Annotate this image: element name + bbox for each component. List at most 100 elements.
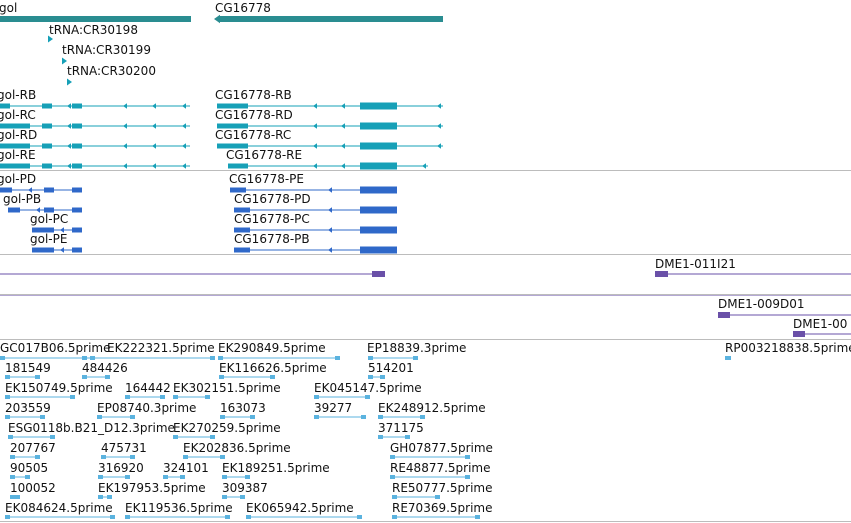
est-label[interactable]: EK222321.5prime bbox=[107, 341, 215, 355]
est-end[interactable] bbox=[70, 395, 75, 399]
transcript-strand-arrow[interactable] bbox=[313, 123, 317, 129]
est-label[interactable]: 90505 bbox=[10, 461, 49, 475]
clone-box[interactable] bbox=[372, 271, 385, 277]
protein-label[interactable]: CG16778-PB bbox=[234, 232, 310, 246]
est-end[interactable] bbox=[361, 415, 366, 419]
est-label[interactable]: EK116626.5prime bbox=[219, 361, 327, 375]
est-end[interactable] bbox=[35, 455, 40, 459]
est-label[interactable]: EK302151.5prime bbox=[173, 381, 281, 395]
gene-bar[interactable] bbox=[214, 14, 220, 24]
est-end[interactable] bbox=[0, 356, 5, 360]
transcript-strand-arrow[interactable] bbox=[182, 103, 186, 109]
protein-label[interactable]: CG16778-PC bbox=[234, 212, 310, 226]
est-end[interactable] bbox=[392, 495, 397, 499]
transcript-exon[interactable] bbox=[42, 103, 52, 109]
est-label[interactable]: 324101 bbox=[163, 461, 209, 475]
est-end[interactable] bbox=[210, 435, 215, 439]
est-label[interactable]: 203559 bbox=[5, 401, 51, 415]
transcript-strand-arrow[interactable] bbox=[437, 103, 441, 109]
protein-strand-arrow[interactable] bbox=[328, 207, 332, 213]
est-end[interactable] bbox=[40, 415, 45, 419]
trna-marker[interactable] bbox=[62, 57, 67, 65]
est-label[interactable]: EK119536.5prime bbox=[125, 501, 233, 515]
transcript-strand-arrow[interactable] bbox=[313, 103, 317, 109]
protein-exon[interactable] bbox=[44, 247, 54, 253]
est-end[interactable] bbox=[270, 375, 275, 379]
transcript-label[interactable]: CG16778-RB bbox=[215, 88, 292, 102]
est-end[interactable] bbox=[98, 495, 103, 499]
est-end[interactable] bbox=[5, 515, 10, 519]
est-label[interactable]: 316920 bbox=[98, 461, 144, 475]
gene-label[interactable]: CG16778 bbox=[215, 1, 271, 15]
protein-strand-arrow[interactable] bbox=[328, 227, 332, 233]
protein-label[interactable]: CG16778-PE bbox=[229, 172, 304, 186]
transcript-strand-arrow[interactable] bbox=[313, 163, 317, 169]
transcript-exon[interactable] bbox=[217, 143, 248, 149]
protein-label[interactable]: gol-PC bbox=[30, 212, 69, 226]
est-end[interactable] bbox=[726, 356, 731, 360]
est-end[interactable] bbox=[368, 375, 373, 379]
est-end[interactable] bbox=[246, 515, 251, 519]
est-label[interactable]: GC017B06.5prime bbox=[0, 341, 111, 355]
est-end[interactable] bbox=[180, 475, 185, 479]
transcript-strand-arrow[interactable] bbox=[123, 163, 127, 169]
est-end[interactable] bbox=[378, 435, 383, 439]
est-label[interactable]: RE48877.5prime bbox=[390, 461, 491, 475]
transcript-exon[interactable] bbox=[217, 123, 248, 129]
transcript-exon[interactable] bbox=[360, 102, 397, 110]
transcript-strand-arrow[interactable] bbox=[341, 163, 345, 169]
est-end[interactable] bbox=[219, 375, 224, 379]
protein-exon[interactable] bbox=[72, 207, 82, 213]
est-end[interactable] bbox=[10, 475, 15, 479]
est-end[interactable] bbox=[105, 375, 110, 379]
est-end[interactable] bbox=[405, 435, 410, 439]
transcript-exon[interactable] bbox=[72, 123, 82, 129]
transcript-label[interactable]: CG16778-RD bbox=[215, 108, 293, 122]
transcript-exon[interactable] bbox=[72, 143, 82, 149]
trna-label[interactable]: tRNA:CR30198 bbox=[49, 23, 138, 37]
transcript-label[interactable]: CG16778-RE bbox=[226, 148, 303, 162]
protein-exon[interactable] bbox=[360, 186, 397, 194]
est-end[interactable] bbox=[15, 495, 20, 499]
est-end[interactable] bbox=[368, 356, 373, 360]
est-end[interactable] bbox=[50, 435, 55, 439]
transcript-strand-arrow[interactable] bbox=[437, 143, 441, 149]
clone-label[interactable]: DME1-009D01 bbox=[718, 297, 805, 311]
transcript-strand-arrow[interactable] bbox=[182, 123, 186, 129]
transcript-strand-arrow[interactable] bbox=[67, 163, 71, 169]
trna-marker[interactable] bbox=[67, 78, 72, 86]
est-label[interactable]: EK150749.5prime bbox=[5, 381, 113, 395]
transcript-label[interactable]: gol-RE bbox=[0, 148, 36, 162]
est-end[interactable] bbox=[130, 415, 135, 419]
protein-exon[interactable] bbox=[32, 247, 44, 253]
protein-label[interactable]: CG16778-PD bbox=[234, 192, 311, 206]
est-end[interactable] bbox=[435, 495, 440, 499]
transcript-strand-arrow[interactable] bbox=[123, 103, 127, 109]
protein-exon[interactable] bbox=[72, 187, 82, 193]
protein-strand-arrow[interactable] bbox=[36, 207, 40, 213]
protein-strand-arrow[interactable] bbox=[60, 247, 64, 253]
est-label[interactable]: 484426 bbox=[82, 361, 128, 375]
protein-exon[interactable] bbox=[8, 207, 20, 213]
transcript-strand-arrow[interactable] bbox=[341, 103, 345, 109]
est-label[interactable]: 207767 bbox=[10, 441, 56, 455]
est-label[interactable]: ESG0118b.B21_D12.3prime bbox=[8, 421, 175, 435]
est-label[interactable]: GH07877.5prime bbox=[390, 441, 493, 455]
est-end[interactable] bbox=[101, 455, 106, 459]
protein-exon[interactable] bbox=[230, 187, 246, 193]
est-label[interactable]: EK189251.5prime bbox=[222, 461, 330, 475]
est-end[interactable] bbox=[205, 395, 210, 399]
transcript-exon[interactable] bbox=[42, 143, 52, 149]
gene-bar[interactable] bbox=[0, 16, 191, 22]
est-end[interactable] bbox=[183, 455, 188, 459]
transcript-exon[interactable] bbox=[0, 163, 30, 169]
est-end[interactable] bbox=[8, 435, 13, 439]
est-end[interactable] bbox=[380, 375, 385, 379]
est-label[interactable]: 181549 bbox=[5, 361, 51, 375]
protein-exon[interactable] bbox=[234, 227, 250, 233]
protein-exon[interactable] bbox=[360, 226, 397, 234]
est-end[interactable] bbox=[357, 515, 362, 519]
est-label[interactable]: EK084624.5prime bbox=[5, 501, 113, 515]
transcript-strand-arrow[interactable] bbox=[67, 103, 71, 109]
est-end[interactable] bbox=[173, 435, 178, 439]
